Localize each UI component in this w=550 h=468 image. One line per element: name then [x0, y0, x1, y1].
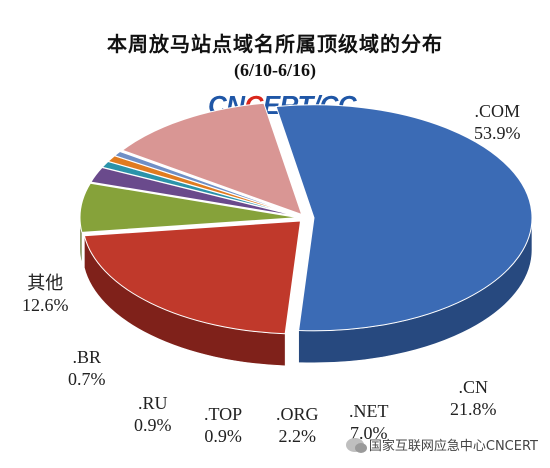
chart-title: 本周放马站点域名所属顶级域的分布 [107, 32, 443, 56]
label-other-name: 其他 [27, 273, 64, 293]
watermark-text: 国家互联网应急中心CNCERT [368, 439, 538, 454]
label-other-value: 12.6% [22, 295, 69, 315]
label-top: .TOP 0.9% [204, 403, 242, 447]
watermark: 国家互联网应急中心CNCERT [345, 435, 538, 454]
label-com: .COM 53.9% [474, 100, 521, 144]
label-com-value: 53.9% [474, 123, 521, 143]
label-top-value: 0.9% [204, 426, 242, 446]
pie-slice-other [121, 102, 303, 216]
pie-slice-net [79, 182, 299, 233]
label-org: .ORG 2.2% [276, 403, 319, 447]
label-br-name: .BR [72, 347, 101, 367]
pie-slice-cn [83, 220, 302, 335]
label-cn-name: .CN [458, 377, 488, 397]
label-com-name: .COM [474, 101, 520, 121]
chart-subtitle: (6/10-6/16) [234, 60, 316, 80]
pie-slice-br [113, 150, 300, 217]
label-ru: .RU 0.9% [134, 392, 172, 436]
label-top-name: .TOP [204, 404, 243, 424]
label-net-name: .NET [349, 401, 389, 421]
label-org-value: 2.2% [278, 426, 317, 446]
pie-slice-com [275, 104, 533, 332]
label-br-value: 0.7% [68, 369, 106, 389]
wechat-icon [345, 437, 367, 453]
label-cn: .CN 21.8% [450, 376, 497, 420]
label-ru-name: .RU [137, 393, 168, 413]
label-other: 其他 12.6% [22, 272, 69, 316]
label-br: .BR 0.7% [68, 346, 106, 390]
label-org-name: .ORG [276, 404, 319, 424]
label-ru-value: 0.9% [134, 415, 172, 435]
label-cn-value: 21.8% [450, 399, 497, 419]
